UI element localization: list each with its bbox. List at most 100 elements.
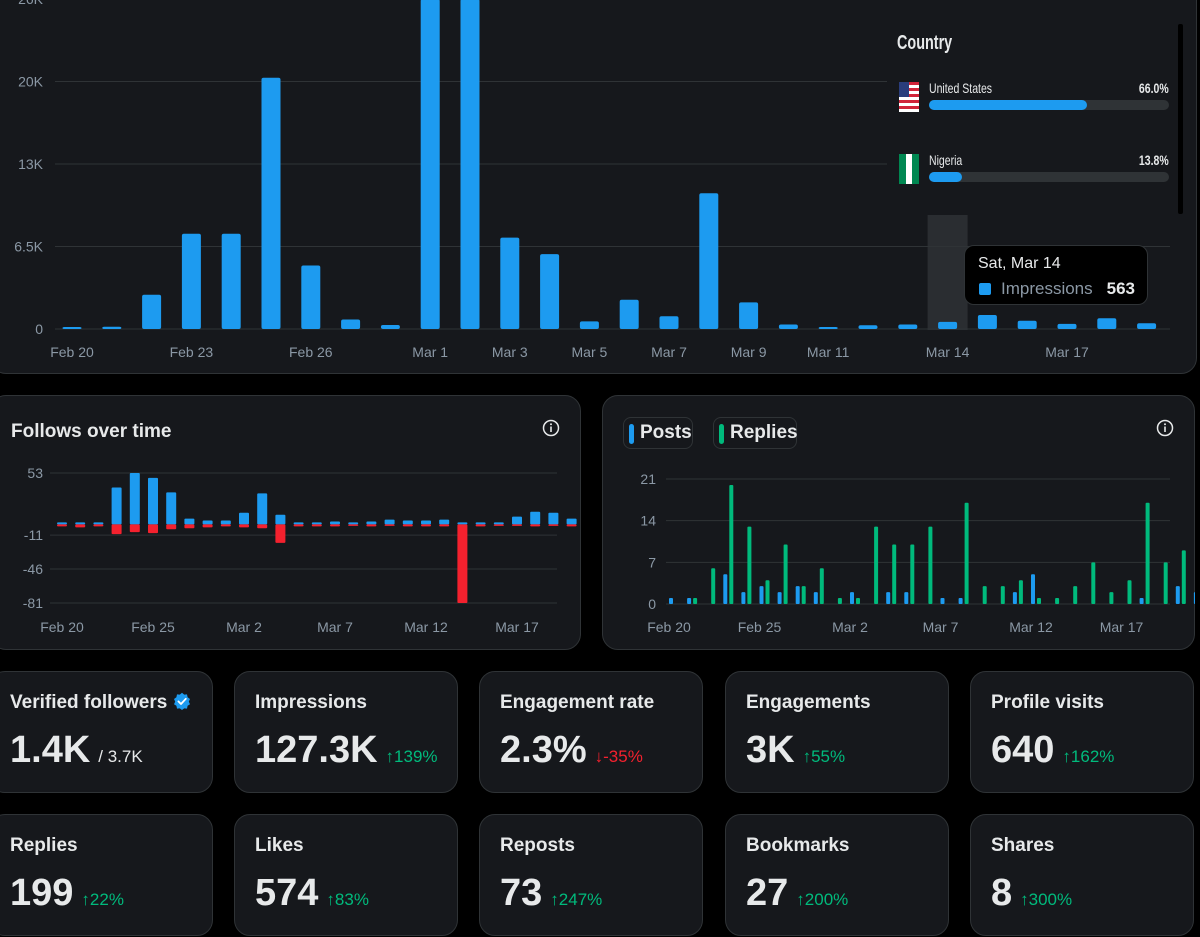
unfollow-bar [257, 524, 268, 529]
posts-bar [669, 598, 673, 604]
replies-bar [910, 544, 915, 604]
impressions-bar [420, 0, 440, 329]
metric-value: 127.3K [255, 729, 378, 771]
metric-label-text: Verified followers [10, 692, 168, 713]
impressions-bar [540, 254, 560, 329]
metric-value-wrap: 27 ↑200% [746, 872, 848, 915]
posts-bar [723, 574, 728, 604]
x-tick-label: Feb 20 [647, 619, 691, 635]
unfollow-bar [384, 524, 395, 526]
replies-bar [837, 598, 842, 604]
x-tick-label: Mar 12 [1009, 619, 1053, 635]
follow-bar [330, 521, 340, 525]
follow-bar [166, 492, 177, 525]
unfollow-bar [475, 524, 486, 527]
x-tick-label: Mar 3 [492, 344, 528, 360]
follow-bar [566, 518, 577, 525]
follow-bar [421, 520, 431, 525]
unfollow-bar [402, 524, 413, 527]
posts-bar [741, 592, 746, 604]
replies-bar [1018, 580, 1023, 604]
impressions-bar [460, 0, 480, 329]
x-tick-label: Mar 2 [226, 619, 262, 635]
replies-bar [783, 544, 788, 604]
country-row-nigeria[interactable]: Nigeria 13.8% [897, 152, 1169, 192]
posts-bar [850, 592, 854, 604]
country-percent: 13.8% [1139, 152, 1169, 168]
tooltip-value: 563 [1106, 279, 1135, 298]
impressions-bar [1137, 323, 1157, 329]
unfollow-bar [166, 524, 177, 530]
posts-replies-chart-panel: Posts Replies [602, 395, 1195, 650]
replies-bar [856, 598, 860, 604]
posts-bar [777, 592, 782, 604]
unfollow-bar [566, 524, 577, 527]
replies-bar [892, 544, 897, 604]
metric-card-bookmarks[interactable]: Bookmarks 27 ↑200% [725, 814, 949, 936]
posts-bar [1031, 574, 1035, 604]
replies-bar [1163, 562, 1168, 604]
metric-card-engagements[interactable]: Engagements 3K ↑55% [725, 671, 949, 793]
unfollow-bar [57, 524, 67, 527]
metric-card-impressions[interactable]: Impressions 127.3K ↑139% [234, 671, 458, 793]
legend-replies-toggle[interactable]: Replies [713, 417, 798, 449]
follow-bar [293, 522, 304, 525]
posts-swatch [629, 424, 634, 444]
x-tick-label: Feb 25 [131, 619, 175, 635]
x-tick-label: Mar 12 [404, 619, 448, 635]
follow-bar [548, 512, 559, 525]
x-tick-label: Mar 11 [807, 344, 850, 360]
metric-card-likes[interactable]: Likes 574 ↑83% [234, 814, 458, 936]
y-tick-label: -46 [23, 561, 43, 577]
metric-delta: ↑300% [1020, 890, 1073, 909]
x-tick-label: Mar 1 [412, 344, 448, 360]
unfollow-bar [548, 524, 559, 526]
metric-delta: ↑83% [326, 890, 369, 909]
country-bar-fill [929, 172, 963, 182]
country-row-united-states[interactable]: United States 66.0% [897, 80, 1169, 120]
metric-card-verified-followers[interactable]: Verified followers 1.4K / 3.7K [0, 671, 213, 793]
impressions-bar [1017, 320, 1037, 329]
follow-bar [111, 487, 122, 525]
y-tick-label: 20K [18, 74, 44, 90]
posts-bar [958, 598, 963, 604]
posts-bar [759, 586, 764, 604]
metric-card-reposts[interactable]: Reposts 73 ↑247% [479, 814, 703, 936]
impressions-bar [102, 326, 122, 329]
x-tick-label: Mar 5 [572, 344, 608, 360]
posts-bar [886, 592, 891, 604]
metric-card-engagement-rate[interactable]: Engagement rate 2.3% ↓-35% [479, 671, 703, 793]
metric-label: Likes [255, 835, 304, 856]
metric-card-replies[interactable]: Replies 199 ↑22% [0, 814, 213, 936]
metric-card-profile-visits[interactable]: Profile visits 640 ↑162% [970, 671, 1194, 793]
country-breakdown-panel: Country United States 66.0% Nigeria 13.8… [887, 0, 1187, 215]
metric-label: Shares [991, 835, 1055, 856]
metric-value: 2.3% [500, 729, 587, 771]
info-icon[interactable] [1156, 419, 1174, 437]
x-tick-label: Mar 17 [1100, 619, 1144, 635]
country-scrollbar[interactable] [1178, 24, 1183, 214]
unfollow-bar [275, 524, 286, 543]
follow-bar [439, 519, 450, 525]
country-percent: 66.0% [1139, 80, 1169, 96]
follow-bar [348, 522, 359, 525]
unfollow-bar [348, 524, 359, 526]
impressions-bar [659, 316, 679, 329]
replies-bar [1127, 580, 1132, 604]
replies-bar [1145, 502, 1150, 604]
unfollow-bar [493, 524, 504, 526]
posts-bar [904, 592, 909, 604]
follow-bar [512, 516, 522, 525]
impressions-bar [142, 294, 162, 329]
replies-bar [874, 526, 879, 604]
metric-card-shares[interactable]: Shares 8 ↑300% [970, 814, 1194, 936]
tooltip-swatch [979, 283, 991, 295]
metric-label: Profile visits [991, 692, 1104, 713]
impressions-bar [858, 325, 878, 329]
follows-chart: 53 -11 -46 -81 Feb 20 Feb 25 Mar 2 Mar 7 Mar 12 M… [23, 465, 577, 635]
impressions-bar [301, 265, 321, 329]
info-icon[interactable] [542, 419, 560, 437]
impressions-bar [938, 321, 958, 329]
legend-posts-toggle[interactable]: Posts [623, 417, 693, 449]
follow-bar [366, 521, 377, 525]
